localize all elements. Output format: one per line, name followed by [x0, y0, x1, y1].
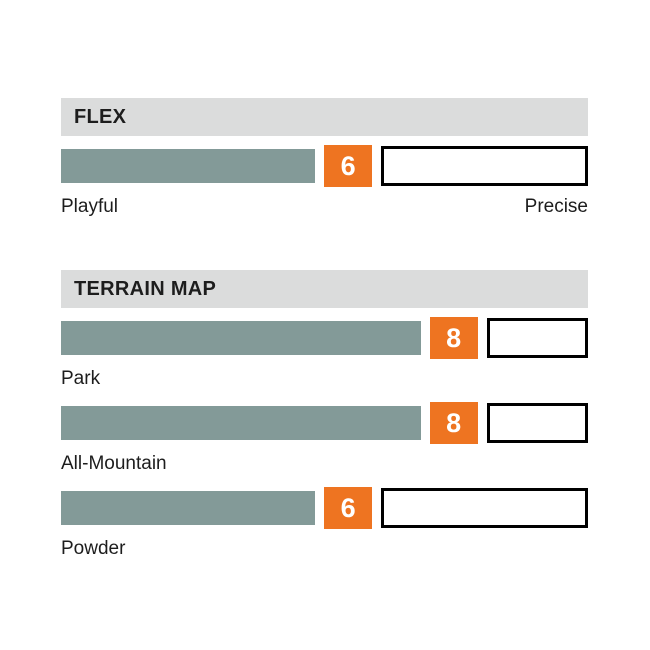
flex-bar-fill — [61, 149, 316, 183]
flex-endpoint-labels: Playful Precise — [61, 196, 588, 218]
park-bar-fill — [61, 321, 421, 355]
flex-section-title: FLEX — [74, 105, 127, 128]
flex-bar-empty — [381, 146, 588, 186]
terrain-map-section-title: TERRAIN MAP — [74, 277, 217, 300]
terrain-map-section: TERRAIN MAP 8 Park 8 All-Mountain — [61, 270, 588, 559]
powder-rating-bar: 6 — [61, 487, 588, 529]
powder-bar-empty — [381, 488, 588, 528]
powder-value-badge: 6 — [324, 487, 373, 529]
all-mountain-rating-bar: 8 — [61, 402, 588, 444]
park-value-badge: 8 — [429, 317, 478, 359]
park-bar-empty — [486, 318, 588, 358]
terrain-row-park: 8 Park — [61, 317, 588, 389]
flex-rating-bar: 6 — [61, 145, 588, 187]
terrain-row-powder: 6 Powder — [61, 487, 588, 559]
all-mountain-bar-empty — [486, 403, 588, 443]
flex-value-badge: 6 — [324, 145, 373, 187]
endpoint-label-precise: Precise — [524, 196, 588, 217]
bar-label-park: Park — [61, 368, 101, 389]
bar-label-all-mountain: All-Mountain — [61, 453, 167, 474]
all-mountain-bar-fill — [61, 406, 421, 440]
endpoint-label-playful: Playful — [61, 196, 119, 217]
all-mountain-value-badge: 8 — [429, 402, 478, 444]
bar-label-powder: Powder — [61, 538, 126, 559]
terrain-row-all-mountain: 8 All-Mountain — [61, 402, 588, 474]
spec-chart-wrap: FLEX 6 Playful Precise TERRAIN MAP 8 — [61, 98, 588, 572]
section-header-terrain-map: TERRAIN MAP — [61, 270, 588, 308]
section-header-flex: FLEX — [61, 98, 588, 136]
powder-bar-fill — [61, 491, 316, 525]
flex-section: FLEX 6 Playful Precise — [61, 98, 588, 218]
park-rating-bar: 8 — [61, 317, 588, 359]
